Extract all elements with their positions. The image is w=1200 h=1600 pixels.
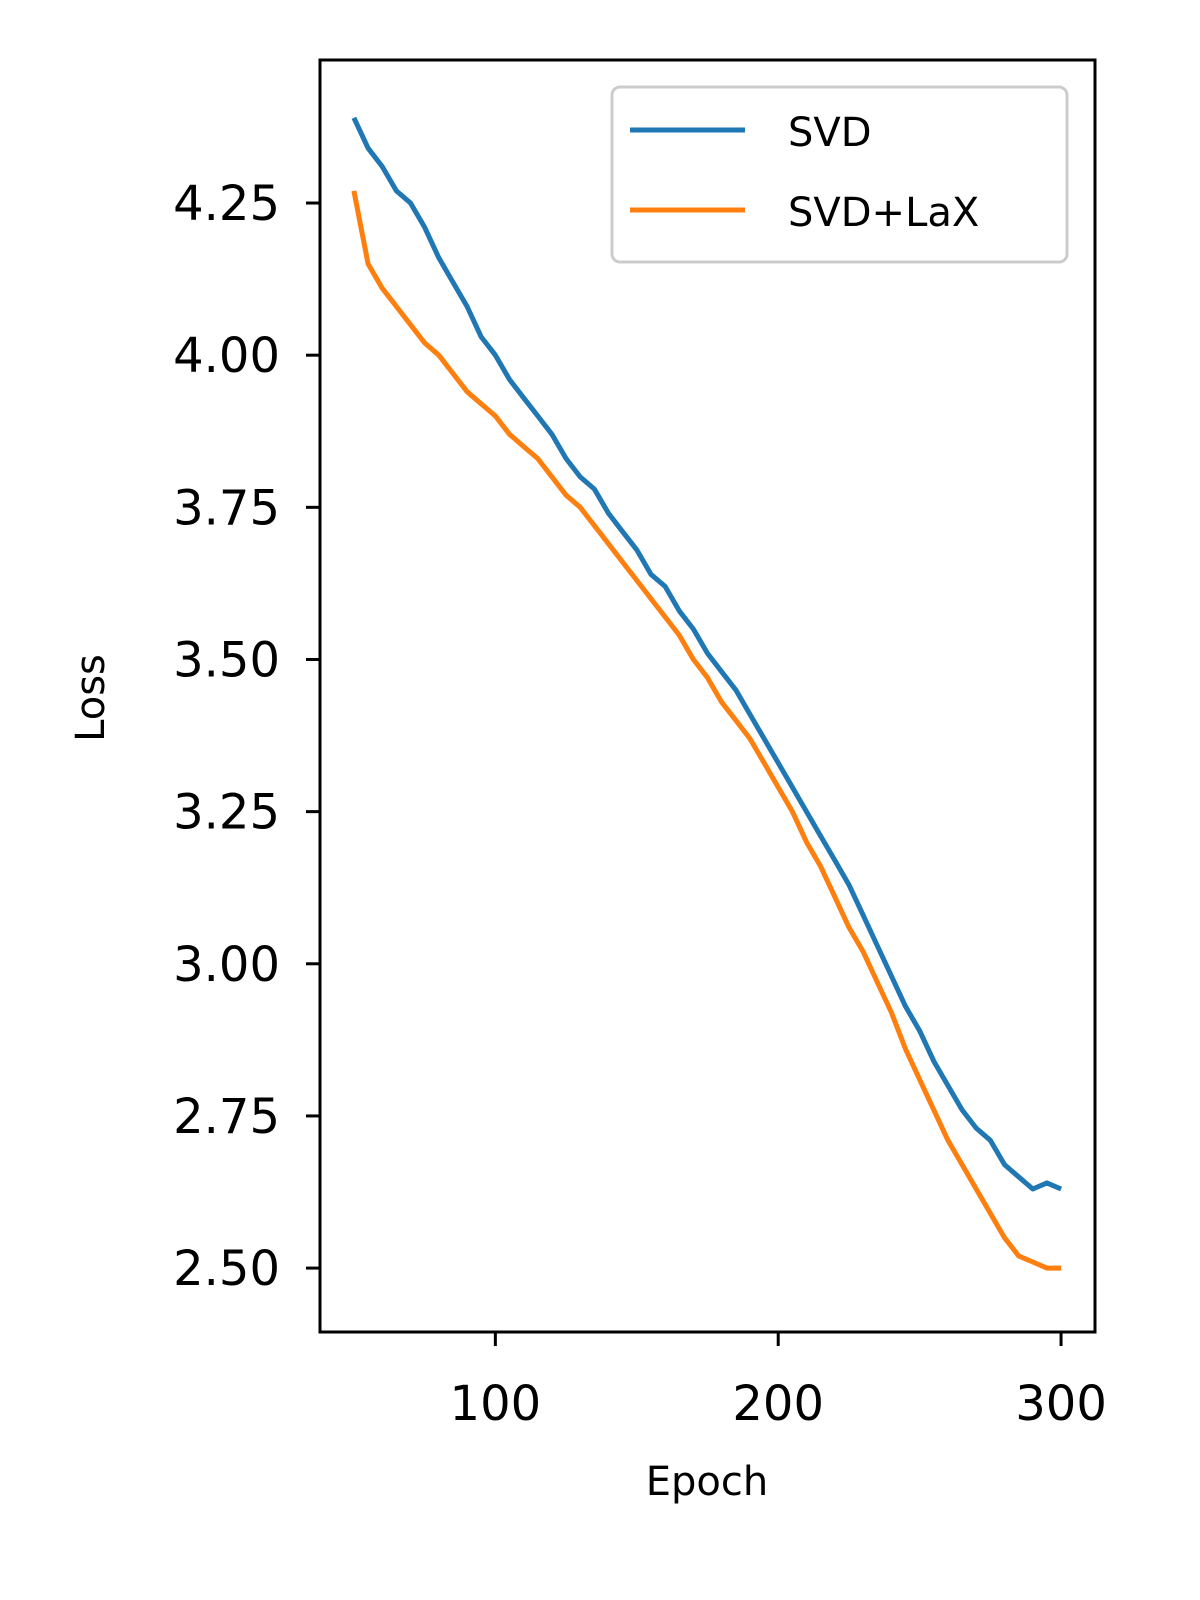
series-line-svd xyxy=(351,116,1063,1192)
series-line-svd-lax xyxy=(351,190,1062,1271)
legend: SVD SVD+LaX xyxy=(610,85,1069,264)
y-axis-ticks: 2.50 2.75 3.00 3.25 3.50 3.75 4.00 4.25 xyxy=(173,176,320,1297)
y-tick-label: 2.75 xyxy=(173,1089,280,1145)
y-axis-label: Loss xyxy=(68,654,114,742)
y-tick-label: 4.00 xyxy=(173,328,280,384)
x-tick-label: 200 xyxy=(732,1376,824,1432)
series-layer xyxy=(351,116,1063,1271)
plot-frame xyxy=(318,58,1097,1334)
y-tick-label: 2.50 xyxy=(173,1241,280,1297)
x-axis-ticks: 100 200 300 xyxy=(450,1332,1107,1432)
y-tick-label: 4.25 xyxy=(173,176,280,232)
y-tick-label: 3.50 xyxy=(173,632,280,688)
x-tick-label: 300 xyxy=(1015,1376,1107,1432)
y-tick-label: 3.75 xyxy=(173,480,280,536)
x-tick-label: 100 xyxy=(450,1376,542,1432)
y-tick-label: 3.00 xyxy=(173,937,280,993)
x-axis-label: Epoch xyxy=(646,1459,768,1505)
legend-label-svd: SVD xyxy=(788,110,872,156)
legend-label-svd-lax: SVD+LaX xyxy=(788,190,979,236)
y-tick-label: 3.25 xyxy=(173,785,280,841)
